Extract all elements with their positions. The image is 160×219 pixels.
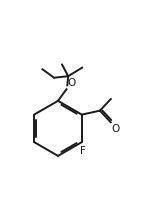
Text: F: F (80, 146, 86, 156)
Text: O: O (67, 78, 76, 88)
Text: O: O (112, 124, 120, 134)
